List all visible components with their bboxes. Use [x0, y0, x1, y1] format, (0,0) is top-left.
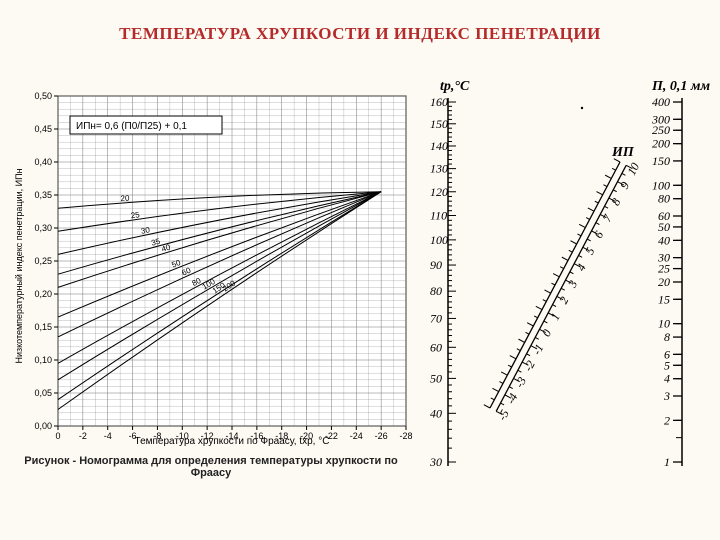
- svg-text:-5: -5: [495, 407, 512, 422]
- svg-text:-24: -24: [350, 431, 363, 441]
- svg-text:7: 7: [600, 211, 616, 224]
- svg-text:-10: -10: [176, 431, 189, 441]
- svg-text:6: 6: [591, 229, 606, 241]
- svg-text:4: 4: [574, 261, 589, 273]
- svg-text:10: 10: [658, 317, 670, 331]
- svg-text:0,05: 0,05: [34, 388, 52, 398]
- svg-text:100: 100: [430, 233, 448, 247]
- svg-text:0,20: 0,20: [34, 289, 52, 299]
- left-chart-svg: Температура хрупкости по Фраасу, tхр, °C…: [8, 86, 414, 446]
- svg-text:1: 1: [548, 311, 563, 323]
- svg-text:250: 250: [652, 123, 670, 137]
- svg-text:-8: -8: [153, 431, 161, 441]
- svg-text:0,25: 0,25: [34, 256, 52, 266]
- svg-text:2: 2: [556, 294, 571, 306]
- svg-text:-6: -6: [129, 431, 137, 441]
- svg-text:40: 40: [658, 233, 670, 247]
- svg-text:15: 15: [658, 292, 670, 306]
- svg-text:0: 0: [539, 327, 554, 339]
- svg-text:0,10: 0,10: [34, 355, 52, 365]
- svg-text:-2: -2: [79, 431, 87, 441]
- svg-text:-4: -4: [503, 391, 520, 406]
- svg-text:9: 9: [617, 179, 632, 191]
- svg-text:40: 40: [430, 406, 442, 420]
- svg-text:80: 80: [430, 284, 442, 298]
- svg-text:130: 130: [430, 162, 448, 176]
- svg-text:50: 50: [430, 371, 442, 385]
- svg-text:160: 160: [430, 95, 448, 109]
- svg-text:400: 400: [652, 95, 670, 109]
- svg-text:1: 1: [664, 455, 670, 469]
- svg-text:-1: -1: [529, 342, 546, 357]
- svg-text:-3: -3: [512, 375, 529, 390]
- svg-text:-16: -16: [250, 431, 263, 441]
- svg-text:tр,°С: tр,°С: [440, 79, 470, 94]
- left-chart: Температура хрупкости по Фраасу, tхр, °C…: [8, 86, 414, 479]
- svg-text:-12: -12: [201, 431, 214, 441]
- svg-text:ИПн= 0,6 (П0/П25) + 0,1: ИПн= 0,6 (П0/П25) + 0,1: [76, 121, 187, 132]
- svg-text:150: 150: [430, 117, 448, 131]
- svg-text:25: 25: [658, 262, 670, 276]
- svg-text:0,40: 0,40: [34, 157, 52, 167]
- svg-text:-28: -28: [399, 431, 412, 441]
- svg-text:140: 140: [430, 139, 448, 153]
- svg-text:4: 4: [664, 372, 670, 386]
- left-chart-caption: Рисунок - Номограмма для определения тем…: [8, 455, 414, 479]
- svg-text:25: 25: [130, 210, 140, 220]
- svg-text:-20: -20: [300, 431, 313, 441]
- svg-text:-14: -14: [225, 431, 238, 441]
- svg-text:-2: -2: [521, 358, 538, 373]
- svg-text:0,35: 0,35: [34, 190, 52, 200]
- svg-text:3: 3: [565, 278, 581, 291]
- right-chart-svg: tр,°С 1601501401301201101009080706050403…: [420, 78, 710, 472]
- page-title: ТЕМПЕРАТУРА ХРУПКОСТИ И ИНДЕКС ПЕНЕТРАЦИ…: [0, 24, 720, 44]
- svg-text:50: 50: [658, 220, 670, 234]
- svg-text:10: 10: [624, 160, 642, 177]
- svg-text:-18: -18: [275, 431, 288, 441]
- svg-text:П, 0,1 мм: П, 0,1 мм: [651, 79, 710, 94]
- svg-text:8: 8: [664, 330, 670, 344]
- svg-text:0,00: 0,00: [34, 421, 52, 431]
- svg-text:20: 20: [120, 194, 130, 203]
- svg-text:-22: -22: [325, 431, 338, 441]
- svg-text:-26: -26: [375, 431, 388, 441]
- svg-text:0,50: 0,50: [34, 91, 52, 101]
- svg-text:Низкотемпературный индекс пене: Низкотемпературный индекс пенетрации, ИП…: [14, 168, 24, 363]
- svg-text:0,30: 0,30: [34, 223, 52, 233]
- svg-text:200: 200: [652, 137, 670, 151]
- svg-text:8: 8: [608, 196, 623, 208]
- svg-text:120: 120: [430, 185, 448, 199]
- svg-text:ИП: ИП: [611, 145, 635, 160]
- svg-text:5: 5: [582, 245, 597, 257]
- svg-text:0,45: 0,45: [34, 124, 52, 134]
- svg-text:20: 20: [658, 275, 670, 289]
- svg-text:5: 5: [664, 358, 670, 372]
- svg-text:80: 80: [658, 192, 670, 206]
- svg-text:-4: -4: [104, 431, 112, 441]
- svg-text:150: 150: [652, 154, 670, 168]
- svg-text:90: 90: [430, 258, 442, 272]
- svg-text:2: 2: [664, 413, 670, 427]
- right-chart: tр,°С 1601501401301201101009080706050403…: [420, 78, 720, 477]
- svg-text:100: 100: [652, 178, 670, 192]
- svg-text:0,15: 0,15: [34, 322, 52, 332]
- svg-text:60: 60: [430, 340, 442, 354]
- svg-text:0: 0: [55, 431, 60, 441]
- svg-text:3: 3: [663, 389, 670, 403]
- svg-text:110: 110: [430, 208, 447, 222]
- svg-text:30: 30: [429, 455, 442, 469]
- svg-text:70: 70: [430, 311, 442, 325]
